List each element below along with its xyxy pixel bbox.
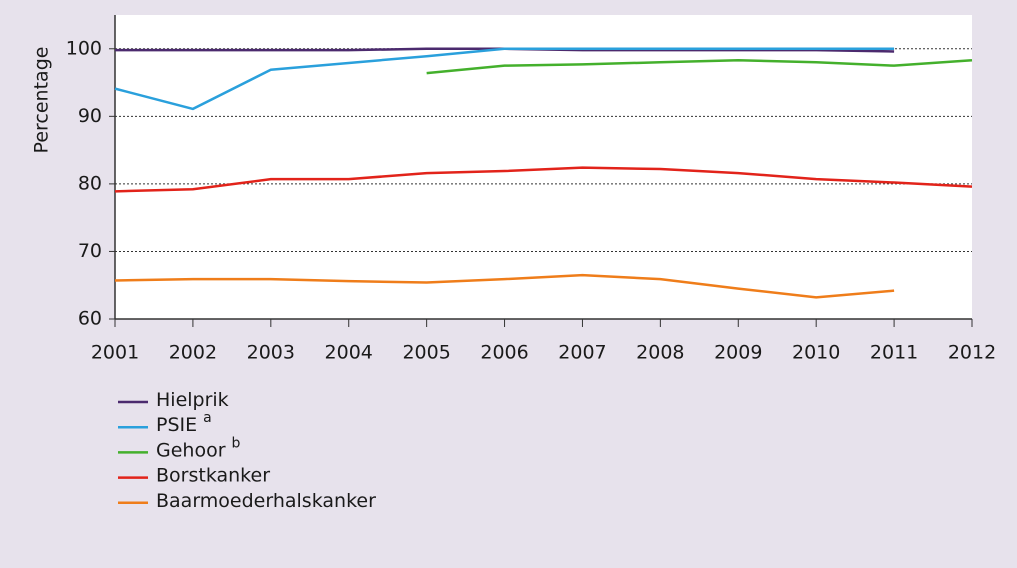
x-tick-label: 2004 bbox=[325, 342, 373, 364]
legend-label: Hielprik bbox=[156, 389, 229, 411]
series-line bbox=[114, 47, 895, 111]
legend-name: PSIE bbox=[156, 414, 197, 436]
x-tick-label: 2006 bbox=[480, 342, 528, 364]
legend-name: Borstkanker bbox=[156, 464, 270, 486]
x-tick-label: 2007 bbox=[558, 342, 606, 364]
x-tick-label: 2009 bbox=[714, 342, 762, 364]
series-line bbox=[114, 166, 973, 193]
x-tick-label: 2003 bbox=[247, 342, 295, 364]
x-tick-label: 2002 bbox=[169, 342, 217, 364]
legend-superscript: a bbox=[203, 410, 212, 426]
y-tick-label: 90 bbox=[78, 105, 102, 127]
y-tick-label: 70 bbox=[78, 240, 102, 262]
legend-superscript: b bbox=[232, 435, 241, 451]
legend-label: Borstkanker bbox=[156, 464, 270, 486]
legend-label: Gehoor b bbox=[156, 435, 241, 461]
x-tick-label: 2005 bbox=[402, 342, 450, 364]
plot-area bbox=[115, 15, 972, 319]
x-tick-label: 2010 bbox=[792, 342, 840, 364]
legend-name: Gehoor bbox=[156, 439, 226, 461]
legend-label: PSIE a bbox=[156, 410, 212, 436]
y-tick-label: 100 bbox=[66, 37, 102, 59]
y-tick-label: 80 bbox=[78, 172, 102, 194]
legend-name: Baarmoederhalskanker bbox=[156, 489, 376, 511]
x-tick-label: 2012 bbox=[948, 342, 996, 364]
y-tick-label: 60 bbox=[78, 308, 102, 330]
x-tick-label: 2011 bbox=[870, 342, 918, 364]
legend-name: Hielprik bbox=[156, 389, 229, 411]
y-axis-label: Percentage bbox=[31, 47, 53, 154]
x-tick-label: 2001 bbox=[91, 342, 139, 364]
series-line bbox=[426, 59, 973, 75]
legend-label: Baarmoederhalskanker bbox=[156, 489, 376, 511]
x-tick-label: 2008 bbox=[636, 342, 684, 364]
series-line bbox=[114, 273, 895, 299]
